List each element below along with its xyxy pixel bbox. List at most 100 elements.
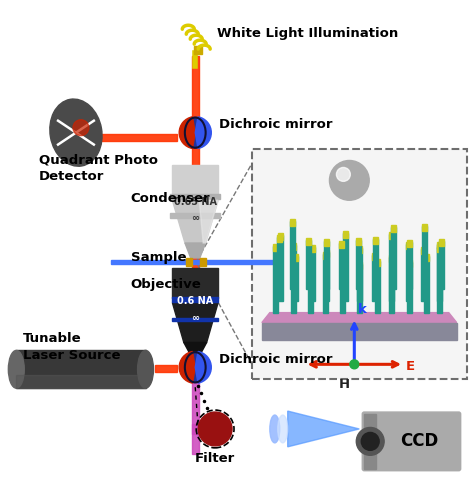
Bar [357, 264, 362, 313]
FancyBboxPatch shape [362, 412, 461, 471]
Bar [192, 56, 199, 369]
Bar [438, 244, 442, 313]
Bar [252, 149, 466, 379]
Text: k: k [358, 302, 367, 316]
Bar [306, 240, 311, 289]
Bar [291, 245, 296, 313]
Bar [357, 248, 362, 300]
Bar [389, 255, 394, 262]
Wedge shape [195, 352, 211, 383]
Bar [277, 237, 282, 289]
Ellipse shape [278, 415, 288, 443]
Circle shape [198, 412, 232, 446]
Ellipse shape [137, 351, 154, 388]
Circle shape [329, 161, 369, 200]
Bar [16, 375, 146, 388]
Text: 0.65 NA
∞: 0.65 NA ∞ [174, 197, 217, 223]
Bar [194, 46, 202, 54]
Bar [308, 252, 312, 259]
Bar [357, 262, 362, 269]
Text: Dichroic mirror: Dichroic mirror [219, 118, 333, 131]
Bar [173, 318, 218, 321]
Bar [389, 234, 394, 300]
Bar [439, 241, 444, 289]
Bar [173, 165, 218, 195]
Text: Filter: Filter [195, 452, 235, 465]
Bar [391, 227, 396, 289]
Bar [170, 213, 220, 218]
Wedge shape [179, 117, 195, 148]
Polygon shape [184, 342, 207, 355]
Bar [324, 241, 329, 289]
Bar [155, 365, 177, 372]
Bar [375, 259, 380, 266]
Bar [173, 297, 218, 301]
Bar [407, 240, 412, 247]
Text: Tunable
Laser Source: Tunable Laser Source [23, 332, 121, 362]
Bar [310, 245, 315, 252]
Bar [372, 255, 377, 300]
Bar [325, 252, 329, 300]
Bar [170, 194, 220, 199]
Bar [200, 258, 206, 266]
Text: Quadrant Photo
Detector: Quadrant Photo Detector [39, 154, 158, 184]
Ellipse shape [270, 415, 280, 443]
Bar [16, 351, 146, 388]
Ellipse shape [185, 352, 206, 382]
Circle shape [337, 167, 350, 181]
Bar [192, 424, 199, 434]
Text: Dichroic mirror: Dichroic mirror [219, 353, 333, 366]
Text: Objective: Objective [131, 278, 201, 291]
Bar [407, 242, 412, 289]
Bar [406, 244, 410, 300]
Bar [273, 246, 278, 313]
Text: E: E [406, 360, 415, 373]
Bar [422, 224, 427, 231]
Bar [357, 246, 362, 253]
Polygon shape [173, 200, 218, 243]
Bar [340, 260, 345, 313]
Bar [407, 262, 412, 313]
Bar [356, 240, 361, 289]
Ellipse shape [50, 99, 102, 166]
Circle shape [361, 433, 379, 450]
Bar [278, 233, 283, 240]
Bar [339, 241, 344, 248]
Bar [389, 257, 394, 313]
Bar [439, 239, 444, 246]
Bar [424, 256, 429, 313]
Circle shape [356, 428, 384, 455]
Text: CCD: CCD [401, 433, 438, 450]
Bar [173, 268, 218, 298]
Bar [407, 260, 412, 267]
Circle shape [73, 120, 89, 136]
Bar [406, 242, 410, 249]
Bar [291, 243, 296, 250]
Bar [424, 254, 429, 261]
Polygon shape [199, 200, 218, 243]
Polygon shape [185, 243, 206, 258]
Bar [277, 235, 282, 242]
Bar [389, 232, 394, 239]
Bar [356, 238, 361, 245]
Bar [273, 244, 278, 251]
Bar [373, 237, 378, 244]
Bar [111, 260, 280, 264]
Bar [438, 245, 442, 252]
Text: White Light Illumination: White Light Illumination [217, 27, 398, 40]
Bar [372, 253, 377, 260]
Bar [293, 254, 298, 261]
Bar [291, 221, 295, 289]
Bar [324, 239, 329, 246]
Bar [306, 238, 311, 245]
Polygon shape [288, 411, 359, 447]
Bar [422, 226, 427, 289]
Bar [293, 256, 298, 300]
Text: Condenser: Condenser [131, 192, 210, 205]
Bar [61, 134, 177, 140]
Bar [343, 231, 348, 238]
Polygon shape [173, 302, 218, 342]
Bar [192, 369, 199, 454]
Bar [391, 225, 396, 232]
Bar [339, 243, 344, 289]
